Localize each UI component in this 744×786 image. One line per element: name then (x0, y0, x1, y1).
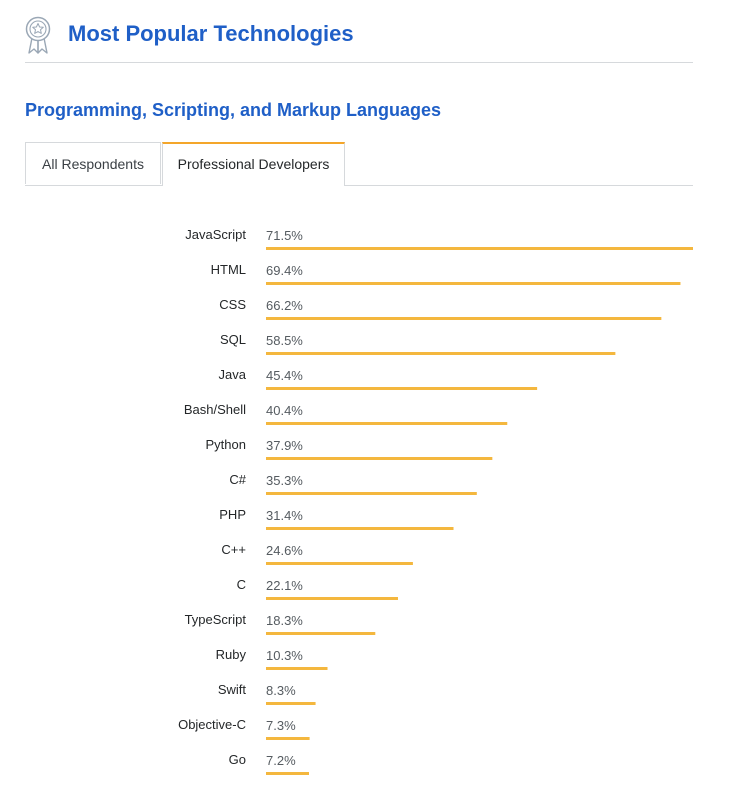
category-label: TypeScript (185, 612, 247, 627)
bar-row-javascript: JavaScript 71.5% (185, 227, 693, 250)
bar-bash-shell (266, 422, 508, 425)
section-title: Programming, Scripting, and Markup Langu… (25, 100, 442, 120)
bar-row-objective-c: Objective-C 7.3% (178, 717, 310, 740)
category-label: C# (229, 472, 246, 487)
bar-javascript (266, 247, 693, 250)
data-label: 35.3% (266, 473, 303, 488)
category-label: Objective-C (178, 717, 246, 732)
languages-bar-chart: JavaScript 71.5% HTML 69.4% CSS 66.2% SQL 58.5%… (178, 227, 693, 775)
data-label: 45.4% (266, 368, 303, 383)
category-label: HTML (211, 262, 246, 277)
bar-c (266, 597, 398, 600)
bar-go (266, 772, 309, 775)
bar-row-cplusplus: C++ 24.6% (221, 542, 413, 565)
bar-cplusplus (266, 562, 413, 565)
category-label: JavaScript (185, 227, 246, 242)
bar-typescript (266, 632, 376, 635)
bar-swift (266, 702, 316, 705)
respondent-tabs: All Respondents Professional Developers (25, 142, 693, 186)
bar-row-swift: Swift 8.3% (218, 682, 316, 705)
data-label: 18.3% (266, 613, 303, 628)
category-label: Python (206, 437, 246, 452)
award-badge-icon (25, 16, 51, 54)
bar-row-ruby: Ruby 10.3% (216, 647, 328, 670)
category-label: Go (229, 752, 246, 767)
bar-row-csharp: C# 35.3% (229, 472, 477, 495)
bar-java (266, 387, 538, 390)
data-label: 71.5% (266, 228, 303, 243)
category-label: C (237, 577, 246, 592)
data-label: 31.4% (266, 508, 303, 523)
data-label: 7.3% (266, 718, 296, 733)
bar-row-python: Python 37.9% (206, 437, 493, 460)
data-label: 58.5% (266, 333, 303, 348)
page-header: Most Popular Technologies (25, 13, 693, 63)
bar-sql (266, 352, 616, 355)
bar-row-c: C 22.1% (237, 577, 398, 600)
category-label: PHP (219, 507, 246, 522)
bar-row-css: CSS 66.2% (219, 297, 662, 320)
bar-row-typescript: TypeScript 18.3% (185, 612, 376, 635)
data-label: 40.4% (266, 403, 303, 418)
category-label: C++ (221, 542, 246, 557)
data-label: 66.2% (266, 298, 303, 313)
data-label: 69.4% (266, 263, 303, 278)
bar-row-java: Java 45.4% (219, 367, 538, 390)
bar-csharp (266, 492, 477, 495)
category-label: Bash/Shell (184, 402, 246, 417)
bar-html (266, 282, 681, 285)
data-label: 8.3% (266, 683, 296, 698)
bar-php (266, 527, 454, 530)
tab-all-respondents[interactable]: All Respondents (25, 142, 161, 184)
category-label: Swift (218, 682, 247, 697)
data-label: 24.6% (266, 543, 303, 558)
bar-row-bash-shell: Bash/Shell 40.4% (184, 402, 508, 425)
bar-python (266, 457, 493, 460)
page-title: Most Popular Technologies (68, 21, 354, 46)
category-label: Ruby (216, 647, 247, 662)
bar-row-go: Go 7.2% (229, 752, 309, 775)
bar-css (266, 317, 662, 320)
bar-row-sql: SQL 58.5% (220, 332, 616, 355)
category-label: Java (219, 367, 247, 382)
data-label: 10.3% (266, 648, 303, 663)
data-label: 7.2% (266, 753, 296, 768)
bar-row-html: HTML 69.4% (211, 262, 681, 285)
tab-professional-developers[interactable]: Professional Developers (162, 142, 345, 186)
bar-ruby (266, 667, 328, 670)
data-label: 22.1% (266, 578, 303, 593)
bar-row-php: PHP 31.4% (219, 507, 454, 530)
bar-objective-c (266, 737, 310, 740)
category-label: SQL (220, 332, 246, 347)
data-label: 37.9% (266, 438, 303, 453)
category-label: CSS (219, 297, 246, 312)
